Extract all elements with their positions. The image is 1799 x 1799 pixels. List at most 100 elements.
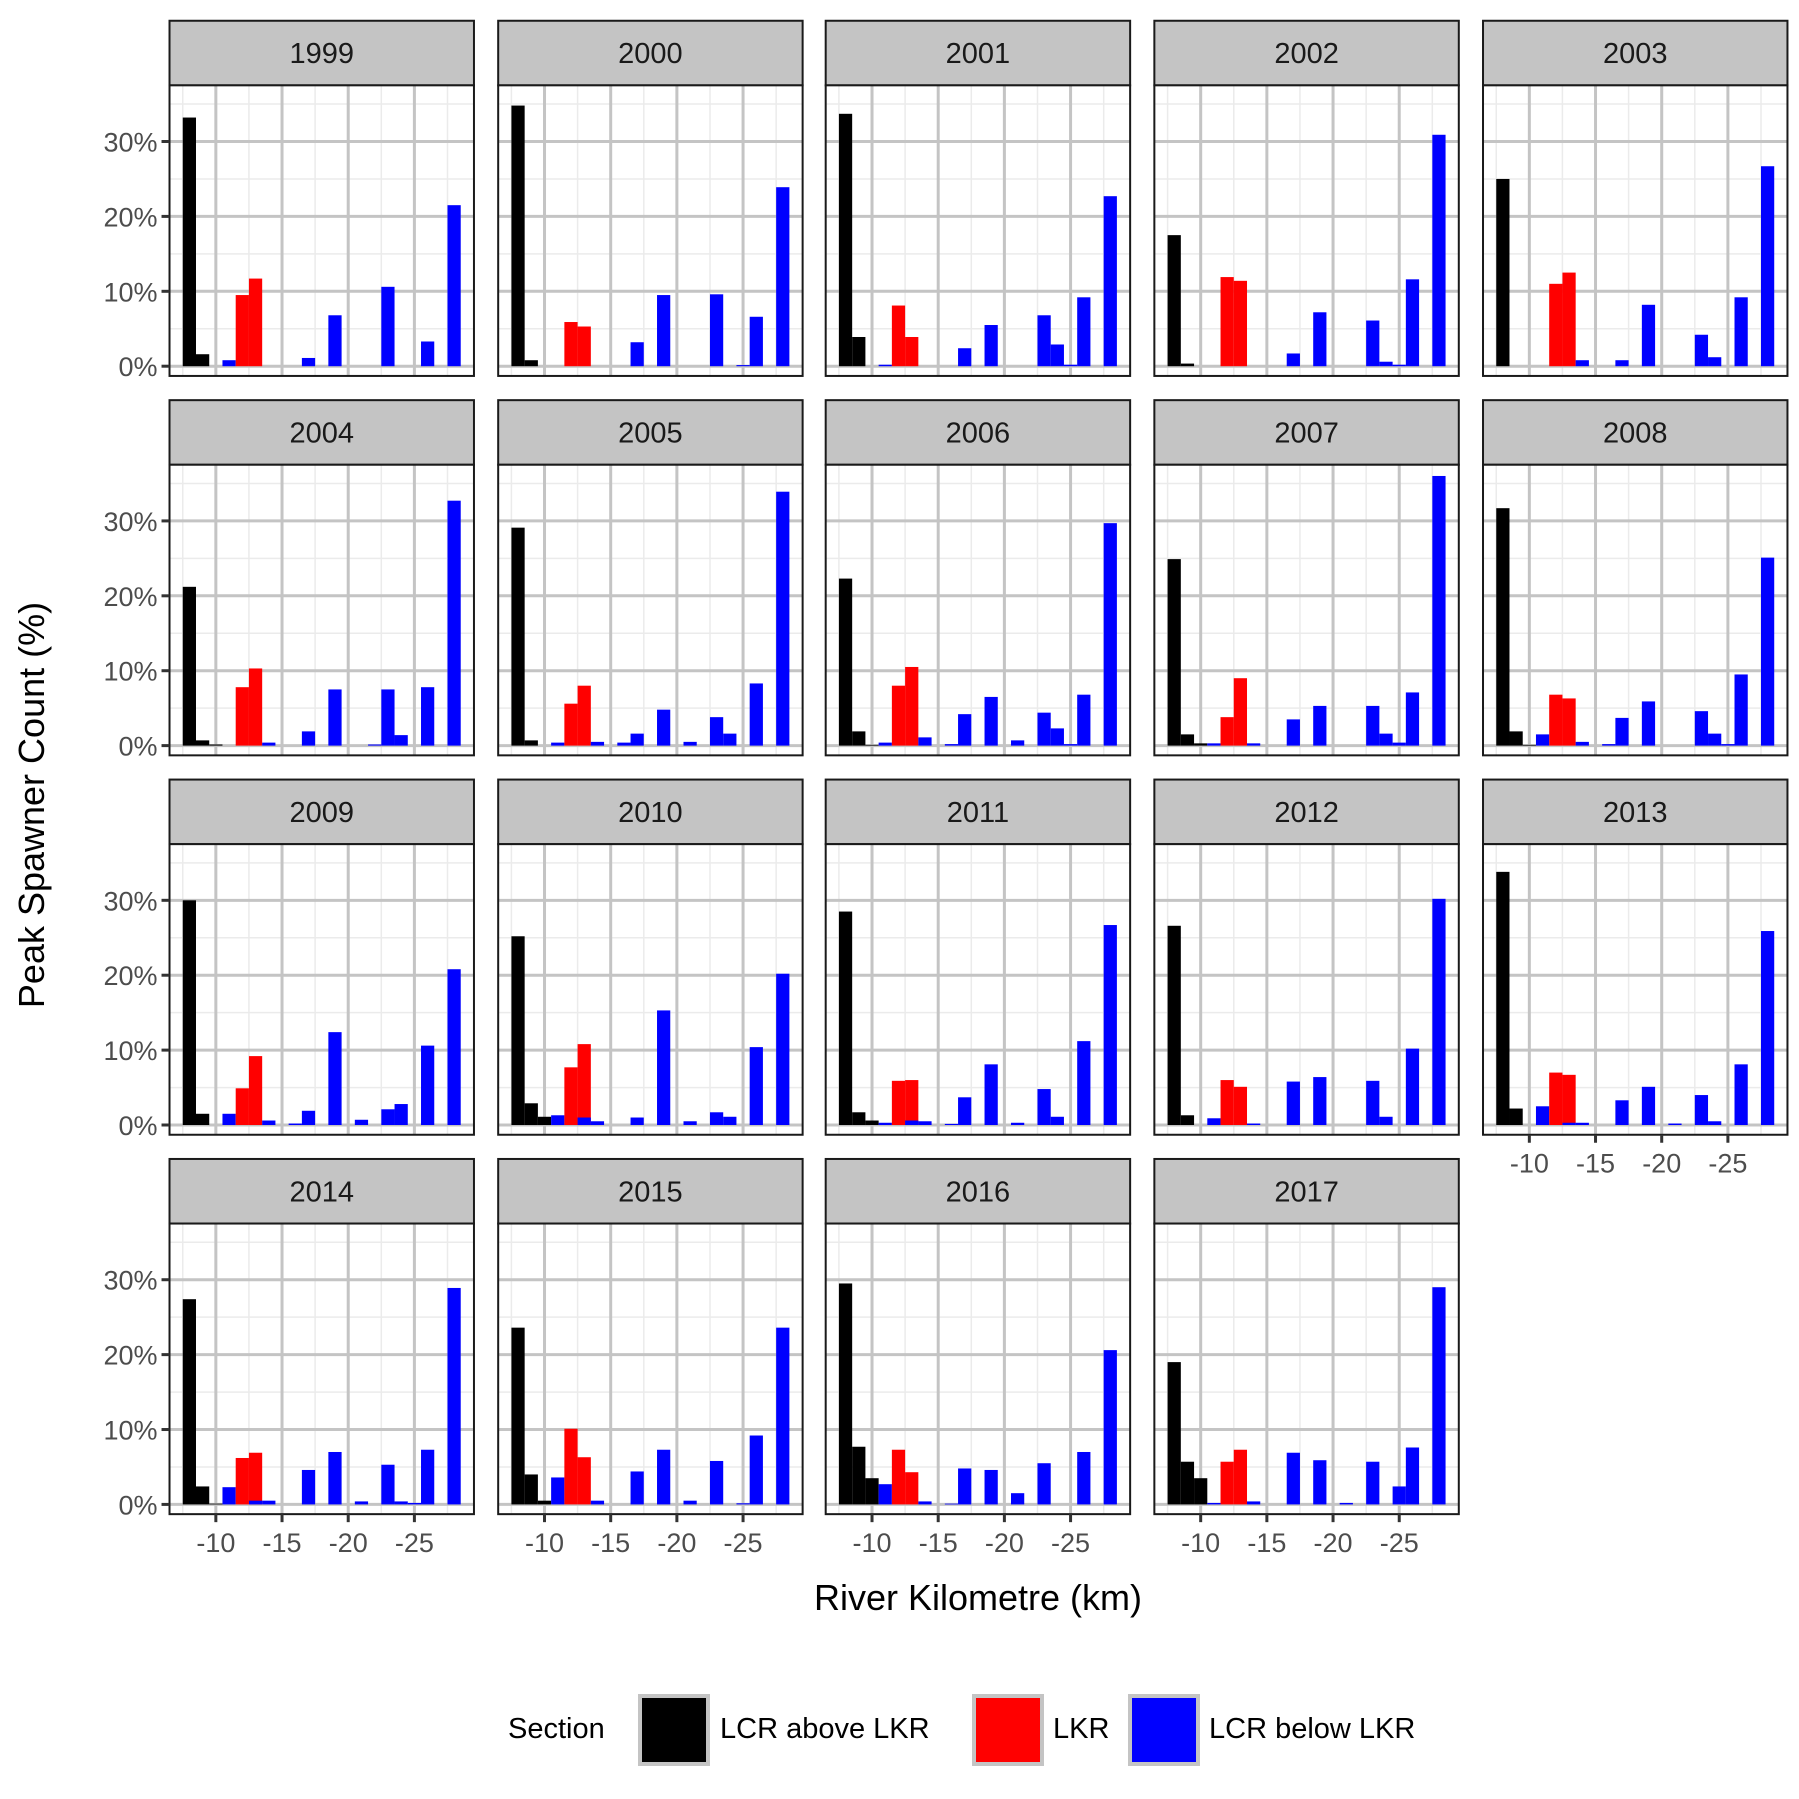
bar-below-km13 <box>577 1117 591 1126</box>
facet-strip-label: 2006 <box>946 417 1011 449</box>
bar-below-km19 <box>328 689 342 746</box>
facet-strip-label: 2003 <box>1603 38 1668 70</box>
bar-below-km23 <box>1366 705 1380 746</box>
bar-below-km19 <box>984 325 998 367</box>
bar-below-km14 <box>1575 741 1589 746</box>
bar-below-km23 <box>1037 712 1051 746</box>
bar-below-km26 <box>1405 692 1420 746</box>
panel-border <box>1482 843 1789 1136</box>
bar-below-km24 <box>1708 357 1722 367</box>
x-tick-label: -15 <box>919 1528 958 1558</box>
bar-lkr-km12 <box>1549 283 1563 367</box>
bar-below-km26 <box>1077 1451 1091 1505</box>
bar-below-km24 <box>723 1116 737 1126</box>
bar-lkr-km12 <box>235 1457 249 1505</box>
bar-below-km11 <box>551 742 565 746</box>
bar-above-km9 <box>1180 1461 1195 1505</box>
legend-label-lkr: LKR <box>1053 1713 1109 1745</box>
bar-above-km8 <box>1496 508 1510 746</box>
bar-below-km28 <box>447 205 461 367</box>
bar-below-km25 <box>1392 1486 1406 1505</box>
bar-below-km19 <box>1313 1460 1327 1505</box>
y-tick-label: 0% <box>118 732 157 762</box>
bar-above-km8 <box>511 1327 525 1505</box>
y-tick-label: 0% <box>118 352 157 382</box>
y-tick-label: 30% <box>103 128 157 158</box>
bar-below-km28 <box>1760 166 1775 367</box>
facet-strip <box>497 399 804 466</box>
bar-below-km16 <box>288 1123 302 1126</box>
bar-above-km10 <box>537 1116 552 1126</box>
y-tick-label: 0% <box>118 1490 157 1520</box>
bar-below-km11 <box>551 1477 565 1505</box>
bar-below-km26 <box>421 687 435 746</box>
bar-below-km14 <box>590 1500 605 1505</box>
bar-above-km8 <box>511 936 525 1126</box>
bar-below-km17 <box>1286 353 1300 367</box>
bar-below-km11 <box>222 360 236 367</box>
x-tick-label: -15 <box>1247 1528 1286 1558</box>
bar-below-km16 <box>944 744 959 746</box>
bar-above-km10 <box>1194 1478 1208 1505</box>
facet-strip <box>824 1157 1132 1225</box>
bar-below-km28 <box>1103 1350 1117 1505</box>
facet-strip <box>824 399 1132 466</box>
bar-above-km9 <box>524 740 538 746</box>
bar-below-km19 <box>1641 304 1656 367</box>
bar-below-km26 <box>1734 297 1748 367</box>
bar-below-km25 <box>1392 364 1406 367</box>
panel-border <box>497 84 804 377</box>
bar-above-km9 <box>1180 734 1195 746</box>
x-tick-label: -15 <box>1576 1149 1615 1179</box>
y-tick-label: 30% <box>103 1266 157 1296</box>
facet-panel-2006: 2006 <box>824 399 1132 757</box>
bar-lkr-km12 <box>1220 717 1234 746</box>
bar-below-km24 <box>394 735 408 746</box>
bar-below-km25 <box>736 1503 750 1505</box>
facet-strip <box>1482 399 1789 466</box>
bar-lkr-km13 <box>577 1044 591 1126</box>
bar-lkr-km12 <box>891 685 906 746</box>
bar-below-km17 <box>958 348 972 367</box>
panel-border <box>497 463 804 757</box>
bar-above-km8 <box>1167 925 1181 1126</box>
bar-above-km8 <box>1496 871 1510 1126</box>
panel-border <box>824 1222 1132 1516</box>
x-tick-label: -10 <box>1510 1149 1549 1179</box>
panel-border <box>168 84 475 377</box>
bar-below-km28 <box>1432 898 1446 1126</box>
facet-panel-2008: 2008 <box>1482 399 1789 757</box>
bar-below-km25 <box>1063 364 1078 367</box>
bar-below-km17 <box>1615 360 1629 367</box>
facet-strip <box>1482 778 1789 846</box>
bar-below-km28 <box>1103 925 1117 1126</box>
bar-below-km21 <box>1011 1493 1025 1505</box>
bar-below-km26 <box>1734 674 1748 746</box>
bar-below-km24 <box>1050 728 1064 746</box>
bar-below-km28 <box>776 1327 790 1505</box>
facet-panel-2015: 2015 -10 -15 -20 -25 <box>497 1157 804 1558</box>
bar-below-km19 <box>1641 701 1656 746</box>
facet-strip-label: 2010 <box>618 797 683 829</box>
facet-strip-label: 2015 <box>618 1176 683 1208</box>
bar-below-km23 <box>381 1464 395 1505</box>
bar-lkr-km12 <box>1549 1072 1563 1126</box>
bar-below-km23 <box>709 1460 724 1505</box>
x-axis-title: River Kilometre (km) <box>814 1577 1142 1618</box>
panel-border <box>824 84 1132 377</box>
facet-strip-label: 2005 <box>618 417 683 449</box>
bar-below-km14 <box>262 742 276 746</box>
bar-below-km19 <box>328 1032 342 1126</box>
y-tick-label: 30% <box>103 886 157 916</box>
bar-below-km23 <box>1366 1080 1380 1126</box>
bar-lkr-km13 <box>905 666 919 746</box>
bar-below-km14 <box>1247 1501 1261 1505</box>
bar-below-km11 <box>878 1122 892 1126</box>
bar-lkr-km13 <box>1233 280 1248 367</box>
facet-panel-2001: 2001 <box>824 19 1132 377</box>
bar-above-km8 <box>182 117 196 367</box>
facet-panel-2014: 2014 0% 10% 20% 30% -10 -15 -20 -25 <box>103 1157 475 1558</box>
legend-label-below: LCR below LKR <box>1209 1713 1415 1745</box>
x-tick-label: -20 <box>985 1528 1024 1558</box>
facet-panel-2003: 2003 <box>1482 19 1789 377</box>
